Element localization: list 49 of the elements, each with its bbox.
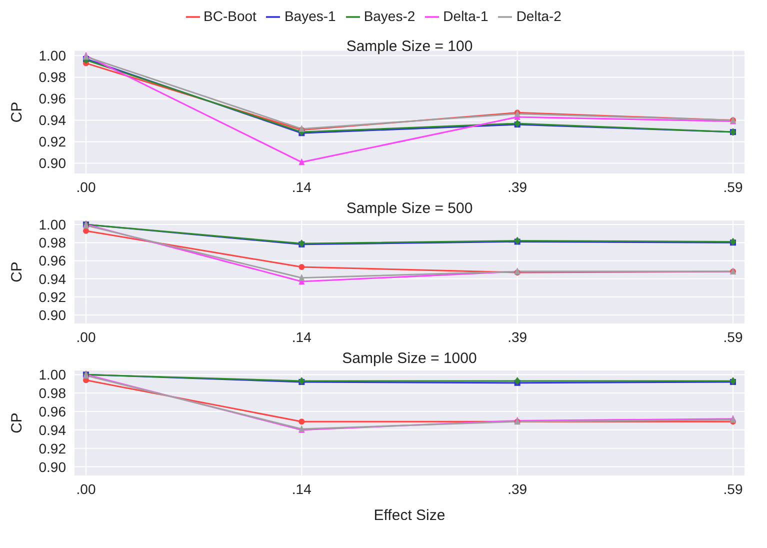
x-tick-label: .59 <box>723 328 743 345</box>
y-tick-label: 0.98 <box>38 234 66 251</box>
x-tick-label: .00 <box>76 480 96 497</box>
y-tick-label: 1.00 <box>38 216 66 232</box>
point <box>298 264 305 270</box>
y-tick-label: 1.00 <box>38 48 66 64</box>
legend-label: Bayes-2 <box>364 8 416 24</box>
point <box>83 228 89 234</box>
y-tick-label: 0.96 <box>38 252 66 269</box>
legend-label: Delta-1 <box>443 8 488 24</box>
y-tick-label: 0.98 <box>38 385 66 402</box>
y-tick-label: 1.00 <box>38 366 66 383</box>
y-tick-label: 0.90 <box>38 155 66 172</box>
y-tick-label: 0.92 <box>38 440 66 456</box>
y-tick-label: 0.98 <box>38 69 66 86</box>
y-tick-label: 0.92 <box>38 134 66 150</box>
chart-title: Sample Size = 1000 <box>341 350 478 367</box>
x-tick-label: .39 <box>508 328 528 345</box>
point <box>298 158 305 166</box>
x-tick-label: .00 <box>76 328 96 345</box>
legend-label: Bayes-1 <box>284 8 336 24</box>
x-tick-label: .59 <box>723 480 743 497</box>
y-tick-label: 0.90 <box>38 306 66 323</box>
x-tick-label: .14 <box>292 178 312 195</box>
x-tick-label: .39 <box>508 480 528 497</box>
y-tick-label: 0.96 <box>38 90 66 107</box>
y-tick-label: 0.94 <box>38 112 66 128</box>
y-axis-title: CP <box>8 262 26 282</box>
x-tick-label: .00 <box>76 178 96 195</box>
y-axis-title: CP <box>8 102 26 123</box>
chart-title: Sample Size = 500 <box>345 200 474 217</box>
x-tick-label: .59 <box>723 178 743 195</box>
legend-label: BC-Boot <box>204 8 256 24</box>
y-tick-label: 0.96 <box>38 403 66 420</box>
point <box>514 377 520 386</box>
y-tick-label: 0.92 <box>38 288 66 305</box>
point <box>514 119 520 128</box>
x-tick-label: .14 <box>292 480 312 497</box>
x-tick-label: .14 <box>292 328 312 345</box>
point <box>298 274 305 281</box>
x-axis-title: Effect Size <box>374 507 446 524</box>
y-tick-label: 0.94 <box>38 270 66 287</box>
chart-title: Sample Size = 100 <box>345 38 474 55</box>
y-tick-label: 0.90 <box>38 458 66 475</box>
point <box>298 418 305 425</box>
y-axis-title: CP <box>8 412 26 434</box>
legend-label: Delta-2 <box>516 8 562 24</box>
y-tick-label: 0.94 <box>38 422 66 438</box>
x-tick-label: .39 <box>508 178 528 195</box>
